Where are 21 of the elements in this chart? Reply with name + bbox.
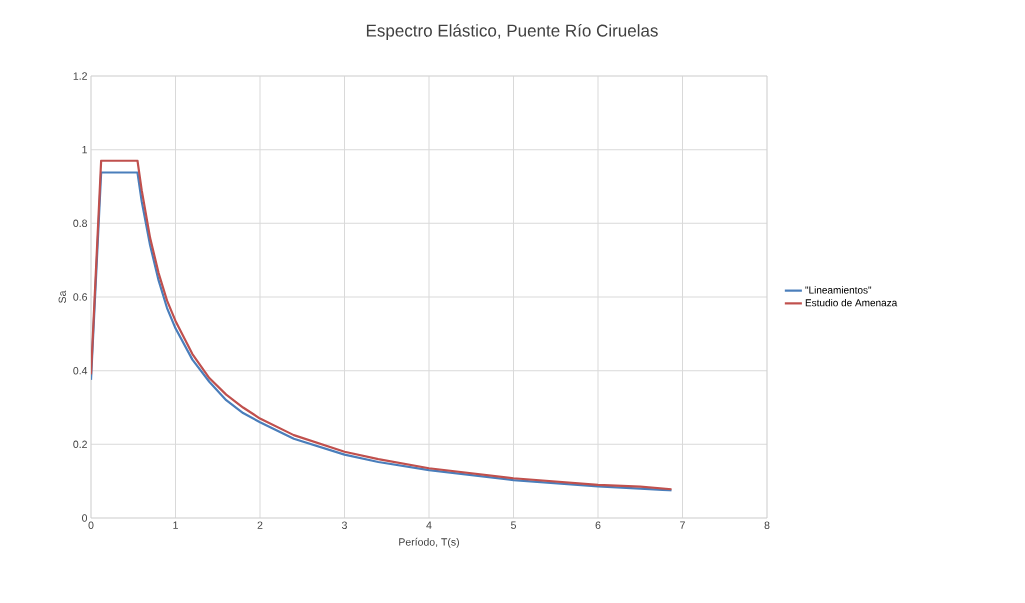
- y-tick-label: 0.8: [73, 219, 88, 228]
- y-tick-label: 0.4: [73, 366, 88, 375]
- x-tick-label: 8: [764, 521, 770, 529]
- x-tick-label: 4: [426, 521, 432, 529]
- legend-label: "Lineamientos": [805, 286, 872, 294]
- y-tick-label: 1: [82, 146, 87, 154]
- x-tick-label: 1: [173, 521, 178, 529]
- x-tick-label: 0: [88, 521, 94, 529]
- y-tick-label: 0.2: [73, 440, 87, 449]
- x-tick-label: 3: [341, 521, 347, 529]
- x-axis-title: Período, T(s): [399, 537, 459, 548]
- y-tick-label: 0: [82, 514, 88, 522]
- y-tick-label: 0.6: [73, 293, 88, 301]
- y-axis-title: Sa: [58, 290, 67, 303]
- x-tick-label: 2: [257, 521, 263, 529]
- x-tick-label: 7: [680, 521, 685, 529]
- x-tick-label: 6: [595, 521, 601, 529]
- chart-title: Espectro Elástico, Puente Río Ciruelas: [366, 23, 658, 41]
- legend-label: Estudio de Amenaza: [805, 299, 898, 307]
- x-tick-label: 5: [511, 521, 516, 529]
- y-tick-label: 1.2: [73, 72, 87, 80]
